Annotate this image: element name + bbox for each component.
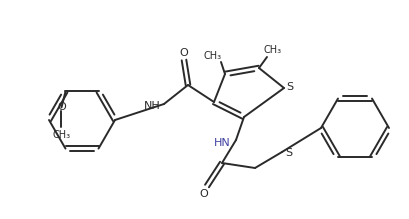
Text: CH₃: CH₃ xyxy=(204,51,222,61)
Text: HN: HN xyxy=(213,138,230,148)
Text: O: O xyxy=(180,48,189,58)
Text: CH₃: CH₃ xyxy=(52,131,71,140)
Text: O: O xyxy=(200,189,208,199)
Text: O: O xyxy=(57,102,66,112)
Text: CH₃: CH₃ xyxy=(264,45,282,55)
Text: S: S xyxy=(285,148,292,158)
Text: NH: NH xyxy=(144,101,161,111)
Text: S: S xyxy=(286,82,294,92)
